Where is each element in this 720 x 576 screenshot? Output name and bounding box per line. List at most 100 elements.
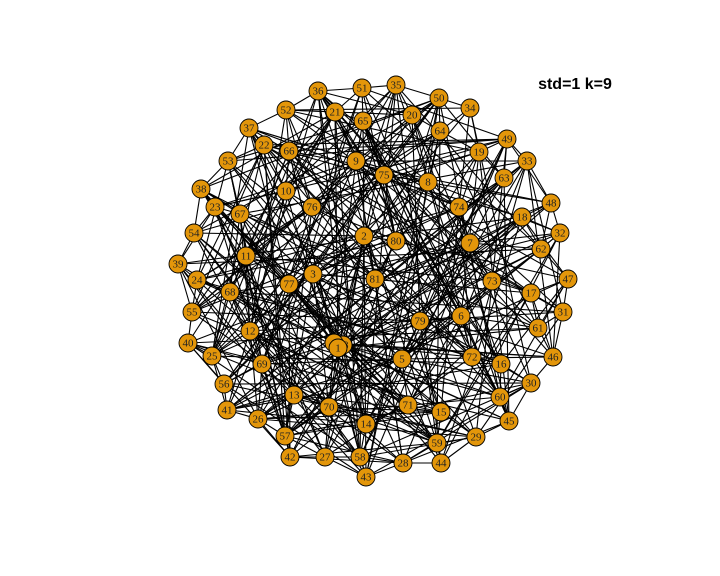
graph-node-26: 26 (248, 409, 268, 429)
node-label: 53 (223, 156, 235, 168)
graph-edge (196, 144, 265, 281)
node-circle (402, 105, 422, 125)
graph-node-52: 52 (276, 100, 296, 120)
graph-edge (312, 273, 344, 346)
node-label: 42 (285, 452, 296, 464)
graph-edge (245, 206, 313, 257)
node-label: 80 (391, 236, 403, 248)
graph-node-6: 6 (451, 306, 471, 326)
graph-node-37: 37 (239, 118, 259, 138)
node-circle (248, 409, 268, 429)
graph-edge (200, 188, 438, 444)
graph-edge (342, 344, 367, 425)
graph-edge (200, 188, 367, 478)
graph-edge (362, 120, 385, 176)
node-circle (202, 346, 222, 366)
node-circle (392, 349, 412, 369)
graph-title: std=1 k=9 (538, 76, 612, 93)
graph-edge (239, 160, 528, 215)
node-circle (187, 270, 207, 290)
graph-node-11: 11 (236, 246, 256, 266)
node-circle (236, 246, 256, 266)
graph-node-46: 46 (543, 347, 563, 367)
node-label: 17 (526, 288, 538, 300)
graph-node-14: 14 (356, 414, 376, 434)
graph-edge (328, 406, 442, 413)
node-circle (430, 121, 450, 141)
node-circle (490, 387, 510, 407)
node-label: 44 (436, 458, 448, 470)
node-circle (308, 81, 328, 101)
graph-edge (491, 280, 539, 329)
graph-node-47: 47 (558, 269, 578, 289)
graph-node-56: 56 (214, 374, 234, 394)
graph-node-75: 75 (374, 165, 394, 185)
graph-node-77: 77 (279, 274, 299, 294)
node-circle (512, 207, 532, 227)
graph-edge (226, 90, 319, 411)
graph-edge (337, 216, 523, 349)
graph-edge (261, 358, 403, 365)
graph-node-9: 9 (346, 151, 366, 171)
graph-edge (211, 174, 385, 357)
graph-node-34: 34 (460, 98, 480, 118)
graph-node-74: 74 (449, 197, 469, 217)
node-label: 68 (225, 287, 237, 299)
graph-edge (419, 151, 480, 322)
node-label: 49 (502, 134, 514, 146)
node-circle (353, 111, 373, 131)
node-label: 79 (415, 316, 427, 328)
graph-edge (248, 127, 287, 192)
graph-edge (196, 206, 460, 281)
graph-edge (239, 213, 330, 408)
graph-edge (177, 263, 409, 406)
node-label: 72 (467, 352, 478, 364)
graph-edge (229, 213, 241, 293)
node-label: 56 (219, 379, 231, 391)
node-label: 1 (335, 343, 341, 355)
graph-node-79: 79 (410, 311, 430, 331)
node-label: 25 (207, 351, 219, 363)
node-label: 38 (196, 184, 208, 196)
graph-edge (436, 130, 441, 444)
node-circle (466, 427, 486, 447)
graph-node-35: 35 (386, 75, 406, 95)
graph-edge (248, 127, 501, 398)
graph-edge (191, 130, 441, 313)
graph-node-72: 72 (462, 347, 482, 367)
graph-node-21: 21 (325, 102, 345, 122)
node-label: 14 (361, 419, 373, 431)
graph-edge (229, 291, 339, 349)
node-label: 81 (370, 274, 381, 286)
graph-edge (333, 160, 357, 344)
graph-edge (289, 456, 404, 464)
graph-edge (293, 84, 397, 396)
node-circle (346, 151, 366, 171)
node-label: 60 (495, 392, 507, 404)
graph-node-67: 67 (230, 204, 250, 224)
graph-node-68: 68 (220, 282, 240, 302)
node-label: 57 (280, 431, 292, 443)
node-circle (325, 102, 345, 122)
node-label: 10 (281, 186, 293, 198)
node-circle (451, 306, 471, 326)
graph-edge (407, 280, 493, 406)
graph-node-10: 10 (276, 181, 296, 201)
node-circle (280, 447, 300, 467)
node-circle (239, 118, 259, 138)
graph-node-3: 3 (303, 264, 323, 284)
node-label: 58 (355, 452, 367, 464)
node-label: 29 (471, 432, 483, 444)
graph-edge (526, 160, 554, 358)
graph-node-13: 13 (284, 385, 304, 405)
graph-edge (503, 177, 510, 422)
graph-node-48: 48 (541, 193, 561, 213)
graph-edge (342, 344, 501, 398)
graph-edge (285, 190, 376, 280)
graph-node-39: 39 (168, 254, 188, 274)
graph-node-49: 49 (497, 129, 517, 149)
graph-node-19: 19 (469, 142, 489, 162)
graph-edge (196, 160, 229, 281)
graph-edge (460, 315, 539, 329)
